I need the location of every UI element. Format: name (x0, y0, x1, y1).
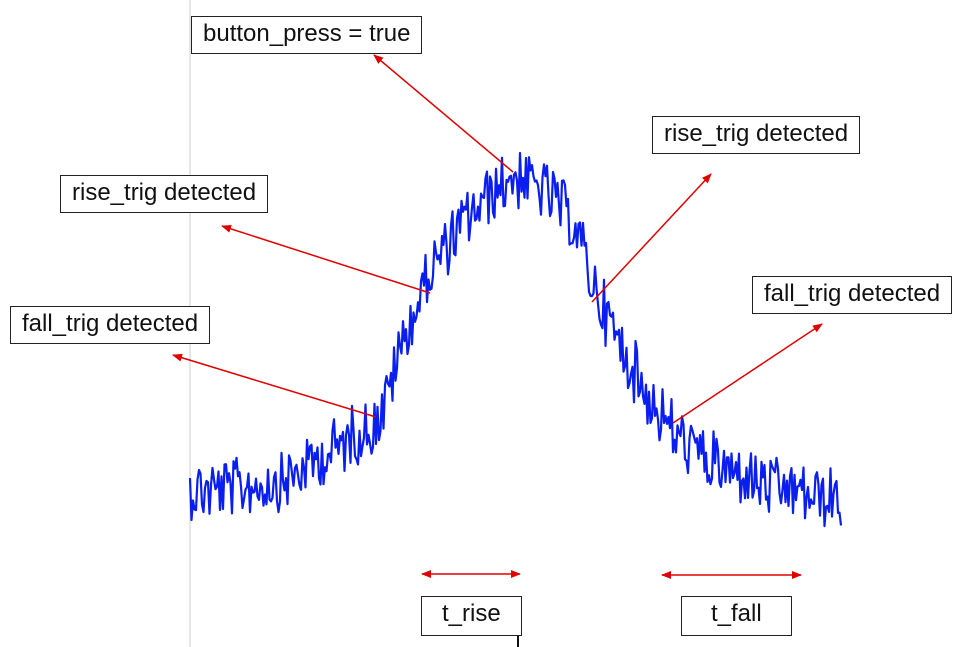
label-rise-trig-left: rise_trig detected (60, 175, 269, 213)
label-fall-trig-left: fall_trig detected (10, 306, 211, 344)
arrow-fall-trig-right (672, 323, 823, 424)
arrow-button-press (373, 54, 514, 173)
label-rise-trig-right: rise_trig detected (652, 116, 861, 154)
arrow-rise-trig-left (221, 224, 431, 294)
noisy-signal-trace (188, 151, 843, 528)
label-fall-trig-right: fall_trig detected (752, 276, 953, 314)
label-t-rise: t_rise (421, 596, 522, 636)
arrow-fall-trig-left (172, 353, 377, 418)
label-t-fall: t_fall (681, 596, 792, 636)
label-button-press: button_press = true (191, 16, 423, 54)
arrow-rise-trig-right (591, 173, 712, 303)
